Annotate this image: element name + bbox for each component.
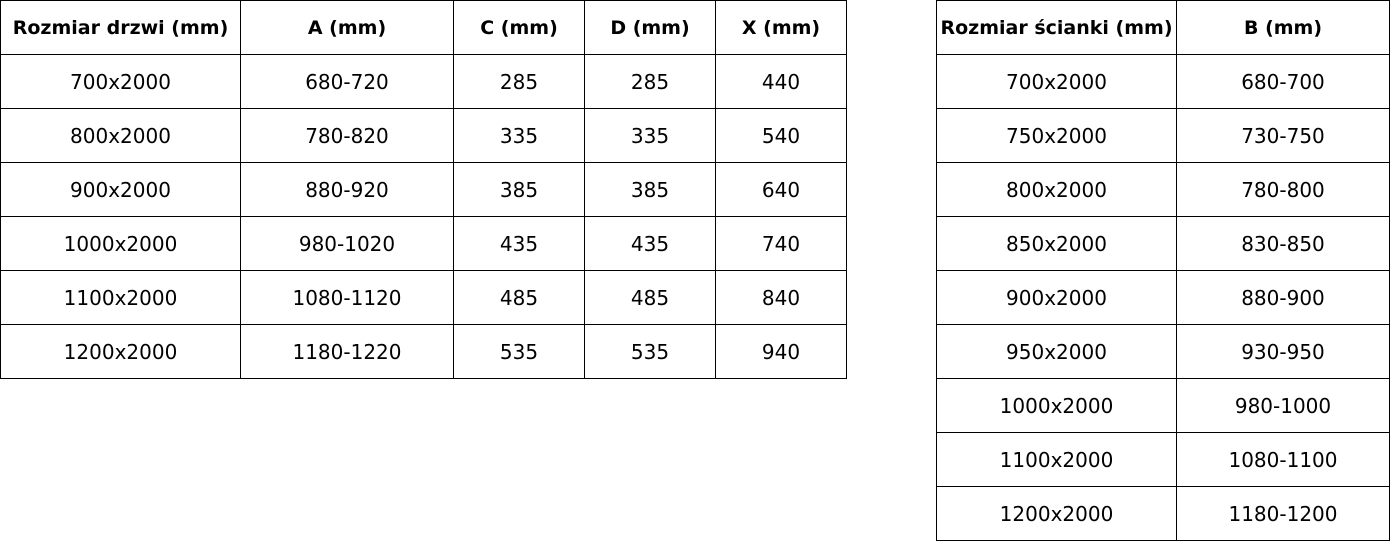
door-size-table: Rozmiar drzwi (mm) A (mm) C (mm) D (mm) X (m… [0, 0, 847, 379]
table-cell: 900x2000 [0, 162, 241, 217]
table-cell: 780-820 [240, 108, 454, 163]
table-cell: 285 [584, 54, 716, 109]
table-row: 950x2000 930-950 [936, 324, 1390, 379]
table-cell: 880-920 [240, 162, 454, 217]
table-cell: 950x2000 [936, 324, 1177, 379]
table-cell: 485 [584, 270, 716, 325]
table-cell: 285 [453, 54, 585, 109]
table-row: 800x2000 780-820 335 335 540 [0, 108, 847, 163]
table-cell: 535 [453, 324, 585, 379]
table-cell: 1200x2000 [0, 324, 241, 379]
table-cell: 385 [453, 162, 585, 217]
table-cell: 800x2000 [936, 162, 1177, 217]
table-cell: 730-750 [1176, 108, 1390, 163]
table-cell: 335 [453, 108, 585, 163]
table-cell: 385 [584, 162, 716, 217]
table-cell: 435 [453, 216, 585, 271]
table-cell: 880-900 [1176, 270, 1390, 325]
table-cell: 1080-1120 [240, 270, 454, 325]
table-cell: 335 [584, 108, 716, 163]
column-header: Rozmiar drzwi (mm) [0, 0, 241, 55]
table-cell: 1180-1220 [240, 324, 454, 379]
table-cell: 1100x2000 [0, 270, 241, 325]
header-row: Rozmiar ścianki (mm) B (mm) [936, 0, 1390, 55]
column-header: D (mm) [584, 0, 716, 55]
table-cell: 1100x2000 [936, 432, 1177, 487]
table-row: 1100x2000 1080-1100 [936, 432, 1390, 487]
table-cell: 700x2000 [936, 54, 1177, 109]
table-cell: 940 [715, 324, 847, 379]
table-row: 1000x2000 980-1000 [936, 378, 1390, 433]
table-cell: 850x2000 [936, 216, 1177, 271]
table-cell: 680-700 [1176, 54, 1390, 109]
wall-panel-size-table: Rozmiar ścianki (mm) B (mm) 700x2000 680-7… [936, 0, 1390, 541]
table-cell: 700x2000 [0, 54, 241, 109]
column-header: C (mm) [453, 0, 585, 55]
table-cell: 1080-1100 [1176, 432, 1390, 487]
table-row: 1000x2000 980-1020 435 435 740 [0, 216, 847, 271]
table-row: 700x2000 680-720 285 285 440 [0, 54, 847, 109]
table-cell: 1180-1200 [1176, 486, 1390, 541]
table-row: 800x2000 780-800 [936, 162, 1390, 217]
table-cell: 830-850 [1176, 216, 1390, 271]
table-row: 700x2000 680-700 [936, 54, 1390, 109]
table-cell: 800x2000 [0, 108, 241, 163]
table-cell: 980-1020 [240, 216, 454, 271]
table-cell: 750x2000 [936, 108, 1177, 163]
table-cell: 540 [715, 108, 847, 163]
column-header: X (mm) [715, 0, 847, 55]
table-cell: 1200x2000 [936, 486, 1177, 541]
column-header: Rozmiar ścianki (mm) [936, 0, 1177, 55]
table-row: 1100x2000 1080-1120 485 485 840 [0, 270, 847, 325]
table-cell: 680-720 [240, 54, 454, 109]
table-row: 850x2000 830-850 [936, 216, 1390, 271]
table-cell: 440 [715, 54, 847, 109]
table-cell: 740 [715, 216, 847, 271]
column-header: A (mm) [240, 0, 454, 55]
table-cell: 1000x2000 [0, 216, 241, 271]
table-cell: 780-800 [1176, 162, 1390, 217]
table-cell: 640 [715, 162, 847, 217]
table-row: 900x2000 880-900 [936, 270, 1390, 325]
table-cell: 535 [584, 324, 716, 379]
table-cell: 930-950 [1176, 324, 1390, 379]
table-cell: 900x2000 [936, 270, 1177, 325]
column-header: B (mm) [1176, 0, 1390, 55]
header-row: Rozmiar drzwi (mm) A (mm) C (mm) D (mm) X (m… [0, 0, 847, 55]
table-cell: 485 [453, 270, 585, 325]
table-cell: 1000x2000 [936, 378, 1177, 433]
table-row: 1200x2000 1180-1220 535 535 940 [0, 324, 847, 379]
table-cell: 980-1000 [1176, 378, 1390, 433]
table-cell: 435 [584, 216, 716, 271]
table-cell: 840 [715, 270, 847, 325]
table-row: 750x2000 730-750 [936, 108, 1390, 163]
table-row: 900x2000 880-920 385 385 640 [0, 162, 847, 217]
table-row: 1200x2000 1180-1200 [936, 486, 1390, 541]
